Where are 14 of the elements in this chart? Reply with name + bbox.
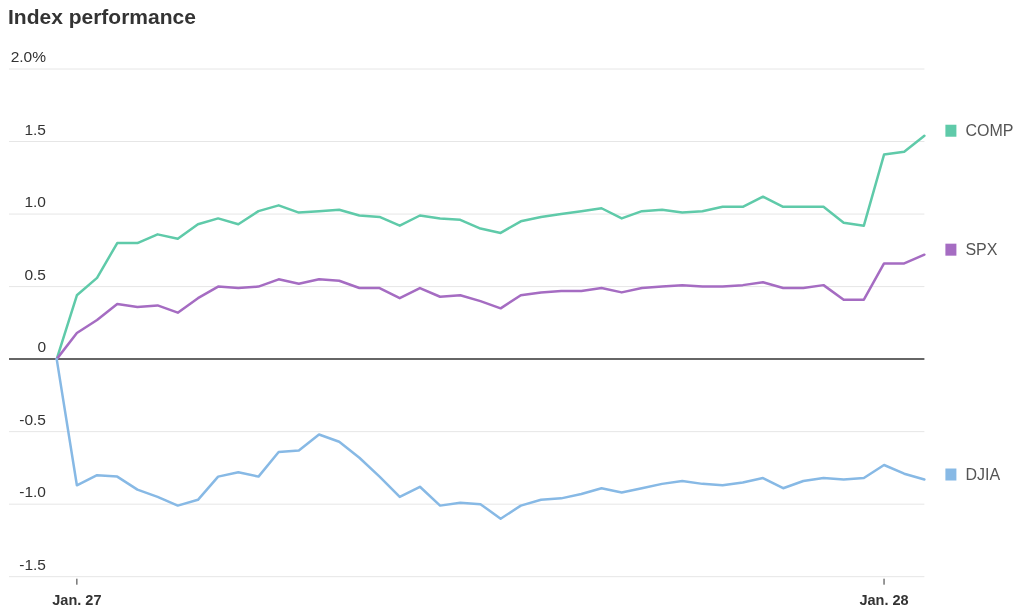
y-tick-label: -0.5 xyxy=(19,410,46,428)
y-tick-label: 0 xyxy=(37,338,47,356)
y-tick-label: 1.0 xyxy=(24,193,47,211)
legend-label: DJIA xyxy=(965,466,1001,484)
x-tick-label: Jan. 27 xyxy=(52,591,102,608)
y-tick-label: 0.5 xyxy=(24,265,46,283)
y-tick-label: -1.5 xyxy=(19,555,46,573)
x-tick-label: Jan. 28 xyxy=(859,591,909,608)
y-tick-label: -1.0 xyxy=(19,483,47,501)
y-tick-label: 1.5 xyxy=(24,120,46,138)
legend-label: COMP xyxy=(965,122,1014,140)
chart-title: Index performance xyxy=(8,5,196,28)
y-tick-label: 2.0% xyxy=(10,48,47,65)
legend-label: SPX xyxy=(965,241,998,259)
